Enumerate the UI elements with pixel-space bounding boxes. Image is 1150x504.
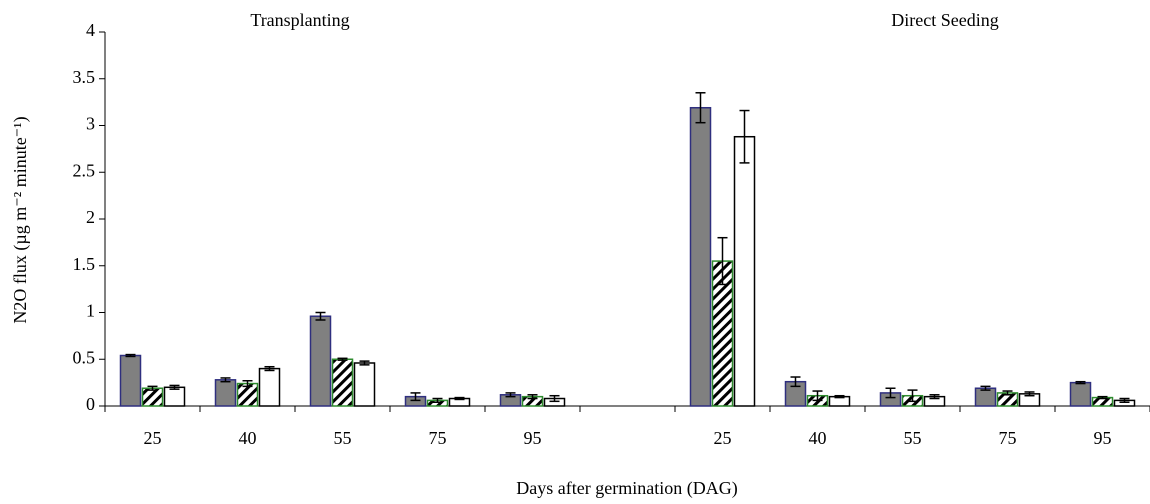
error-bar: [885, 387, 896, 399]
error-bar: [790, 376, 801, 388]
error-bar: [242, 380, 253, 388]
error-bar: [717, 236, 728, 286]
x-tick-label: 25: [144, 428, 162, 448]
error-bar: [505, 392, 516, 398]
group-label: Transplanting: [250, 10, 349, 30]
error-bar: [147, 385, 158, 391]
error-bar: [315, 311, 326, 321]
bar: [309, 315, 332, 407]
bar: [331, 358, 354, 407]
x-tick-label: 55: [334, 428, 352, 448]
error-bar: [432, 397, 443, 404]
bar: [689, 106, 712, 407]
error-bar: [980, 385, 991, 391]
bar: [974, 387, 997, 407]
y-tick-label: 3: [86, 114, 95, 134]
y-tick-label: 1: [86, 301, 95, 321]
error-bar: [834, 394, 845, 399]
x-tick-label: 95: [524, 428, 542, 448]
error-bar: [739, 109, 750, 164]
error-bar: [527, 394, 538, 400]
y-axis-title: N2O flux (µg m⁻² minute⁻¹): [10, 116, 31, 323]
error-bar: [1024, 391, 1035, 397]
x-tick-label: 25: [714, 428, 732, 448]
y-tick-label: 2: [86, 207, 95, 227]
x-tick-label: 55: [904, 428, 922, 448]
x-tick-label: 40: [809, 428, 827, 448]
error-bar: [410, 392, 421, 402]
error-bar: [264, 365, 275, 372]
bar: [214, 379, 237, 407]
x-tick-label: 95: [1094, 428, 1112, 448]
y-tick-label: 3.5: [73, 67, 96, 87]
bar: [141, 387, 164, 407]
error-bar: [125, 353, 136, 358]
bar: [733, 135, 756, 407]
y-tick-label: 2.5: [73, 160, 96, 180]
error-bar: [1119, 397, 1130, 404]
y-tick-label: 1.5: [73, 254, 96, 274]
bar: [163, 386, 186, 407]
bar: [353, 362, 376, 407]
error-bar: [929, 394, 940, 400]
bar: [119, 354, 142, 407]
y-tick-label: 4: [86, 20, 95, 40]
error-bar: [695, 92, 706, 124]
error-bar: [454, 396, 465, 401]
error-bar: [907, 389, 918, 403]
error-bar: [337, 357, 348, 361]
error-bar: [359, 360, 370, 366]
error-bar: [812, 390, 823, 402]
error-bar: [220, 377, 231, 383]
error-bar: [1002, 390, 1013, 396]
x-axis-title: Days after germination (DAG): [516, 478, 737, 499]
error-bar: [549, 394, 560, 403]
x-tick-label: 75: [999, 428, 1017, 448]
y-tick-label: 0: [86, 394, 95, 414]
x-tick-label: 75: [429, 428, 447, 448]
bar: [1069, 381, 1092, 407]
bar: [258, 367, 281, 407]
group-label: Direct Seeding: [891, 10, 998, 30]
error-bar: [1075, 380, 1086, 385]
y-tick-label: 0.5: [73, 347, 96, 367]
error-bar: [1097, 395, 1108, 400]
x-tick-label: 40: [239, 428, 257, 448]
error-bar: [169, 384, 180, 390]
